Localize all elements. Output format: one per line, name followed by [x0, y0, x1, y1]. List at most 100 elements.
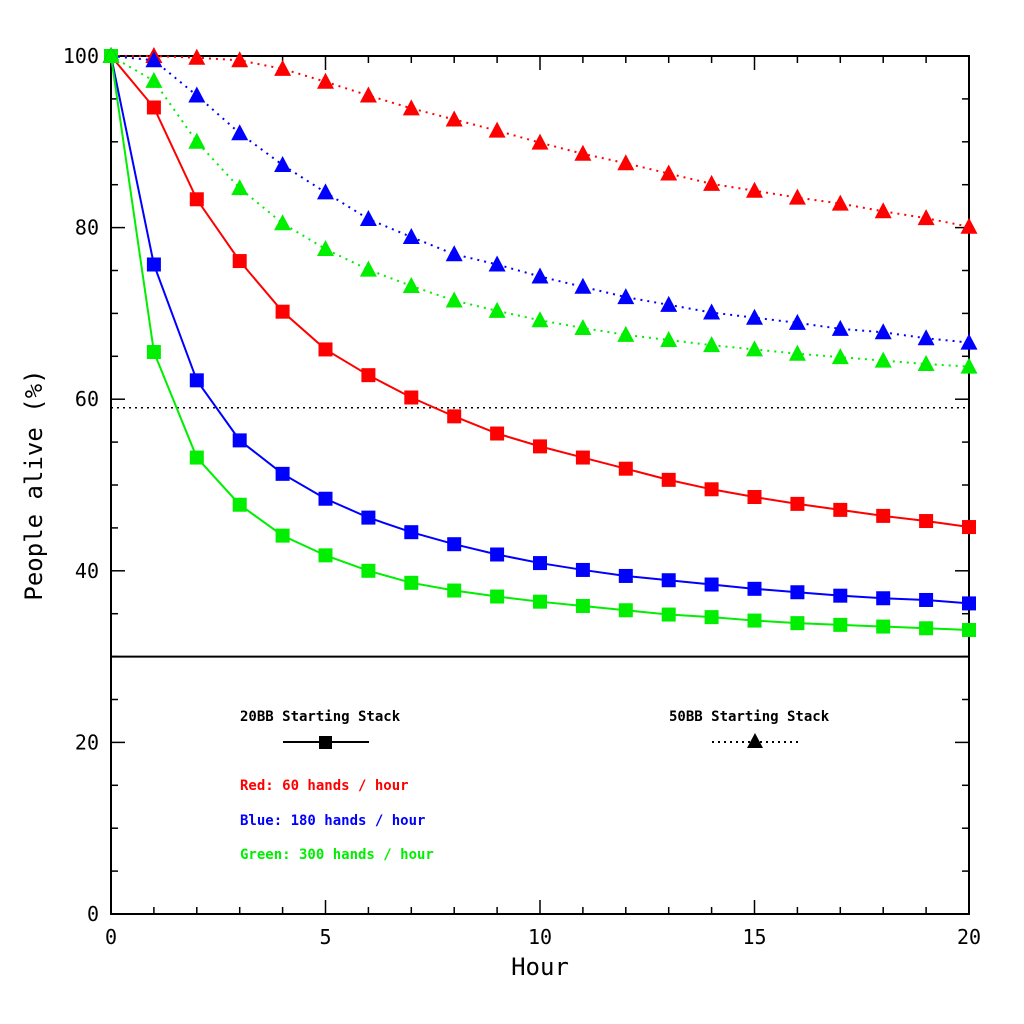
- data-point-triangle: [960, 217, 978, 234]
- legend-red: Red: 60 hands / hour: [240, 778, 409, 794]
- data-point-triangle: [102, 47, 120, 63]
- legend-20bb-square-marker: [319, 736, 332, 749]
- data-point-square: [447, 537, 462, 552]
- series-green20: [104, 49, 976, 638]
- data-point-triangle: [274, 214, 292, 231]
- axis-ticks: [110, 55, 970, 915]
- data-point-square: [490, 547, 505, 562]
- legend: 20BB Starting Stack 50BB Starting Stack …: [240, 709, 830, 863]
- data-point-triangle: [488, 121, 506, 138]
- data-point-square: [146, 345, 161, 360]
- data-point-triangle: [188, 86, 206, 103]
- x-tick-label: 0: [105, 925, 117, 949]
- data-point-triangle: [874, 323, 892, 340]
- data-point-square: [404, 575, 419, 590]
- data-point-triangle: [746, 340, 763, 357]
- data-point-triangle: [188, 132, 206, 149]
- legend-20bb-label: 20BB Starting Stack: [240, 709, 401, 725]
- data-point-triangle: [831, 194, 849, 211]
- data-point-square: [404, 525, 419, 540]
- data-point-square: [919, 592, 934, 607]
- x-tick-label: 5: [319, 925, 331, 949]
- data-point-square: [189, 450, 204, 465]
- data-point-square: [575, 450, 590, 465]
- y-axis-title: People alive (%): [20, 369, 48, 600]
- data-point-triangle: [703, 336, 721, 353]
- data-point-square: [962, 596, 976, 611]
- data-point-square: [533, 556, 547, 571]
- data-point-triangle: [574, 318, 592, 335]
- data-point-triangle: [359, 210, 377, 227]
- data-point-square: [747, 613, 762, 628]
- data-point-triangle: [402, 99, 420, 116]
- data-point-triangle: [402, 276, 420, 293]
- data-point-square: [962, 520, 976, 535]
- data-point-square: [318, 491, 333, 506]
- data-point-square: [189, 373, 204, 388]
- data-point-triangle: [231, 51, 249, 68]
- data-point-triangle: [703, 303, 721, 320]
- data-point-square: [232, 497, 247, 512]
- data-point-triangle: [703, 174, 721, 191]
- data-point-square: [704, 610, 719, 625]
- data-point-triangle: [531, 267, 549, 284]
- data-point-triangle: [617, 288, 635, 305]
- y-tick-label: 80: [75, 216, 99, 240]
- data-point-square: [618, 568, 633, 583]
- data-point-square: [876, 508, 891, 523]
- data-point-square: [876, 619, 891, 634]
- data-point-triangle: [359, 260, 377, 277]
- data-point-triangle: [445, 291, 463, 308]
- data-point-square: [361, 368, 376, 383]
- series-green50: [102, 47, 978, 374]
- y-tick-label: 20: [75, 730, 99, 754]
- data-point-square: [962, 623, 976, 638]
- data-point-square: [919, 621, 934, 636]
- legend-green: Green: 300 hands / hour: [240, 847, 434, 863]
- legend-blue: Blue: 180 hands / hour: [240, 813, 425, 829]
- y-tick-label: 100: [63, 44, 99, 68]
- data-point-square: [404, 390, 419, 405]
- data-point-square: [747, 581, 762, 596]
- data-point-square: [361, 510, 376, 525]
- y-tick-label: 40: [75, 559, 99, 583]
- data-point-square: [318, 342, 333, 357]
- data-point-square: [833, 588, 848, 603]
- x-tick-label: 10: [528, 925, 552, 949]
- data-point-triangle: [445, 110, 463, 127]
- data-point-triangle: [917, 209, 935, 226]
- data-point-square: [447, 583, 462, 598]
- data-point-triangle: [746, 308, 763, 325]
- data-point-square: [447, 409, 462, 424]
- data-point-triangle: [874, 351, 892, 368]
- data-point-square: [275, 528, 290, 543]
- data-point-square: [618, 603, 633, 618]
- data-point-triangle: [660, 295, 678, 312]
- series-red20: [104, 49, 976, 535]
- data-point-triangle: [788, 188, 806, 205]
- data-point-triangle: [531, 311, 549, 328]
- data-point-square: [790, 496, 805, 511]
- data-point-triangle: [660, 164, 678, 181]
- tick-labels: 0 5 10 15 20 0 20 40 60 80 100: [63, 44, 981, 949]
- data-point-triangle: [359, 86, 377, 103]
- data-point-square: [533, 594, 547, 609]
- data-point-square: [790, 585, 805, 600]
- data-point-square: [275, 466, 290, 481]
- data-point-triangle: [188, 48, 206, 65]
- data-point-square: [533, 439, 547, 454]
- data-point-triangle: [274, 155, 292, 172]
- data-point-triangle: [402, 228, 420, 245]
- data-point-triangle: [317, 240, 334, 257]
- data-point-triangle: [788, 344, 806, 361]
- data-point-square: [661, 573, 676, 588]
- data-point-square: [232, 254, 247, 269]
- data-point-square: [490, 426, 505, 441]
- data-point-square: [146, 257, 161, 272]
- data-point-square: [833, 617, 848, 632]
- series-group: [102, 47, 978, 638]
- data-point-triangle: [617, 154, 635, 171]
- data-point-triangle: [831, 319, 849, 336]
- data-point-square: [833, 502, 848, 517]
